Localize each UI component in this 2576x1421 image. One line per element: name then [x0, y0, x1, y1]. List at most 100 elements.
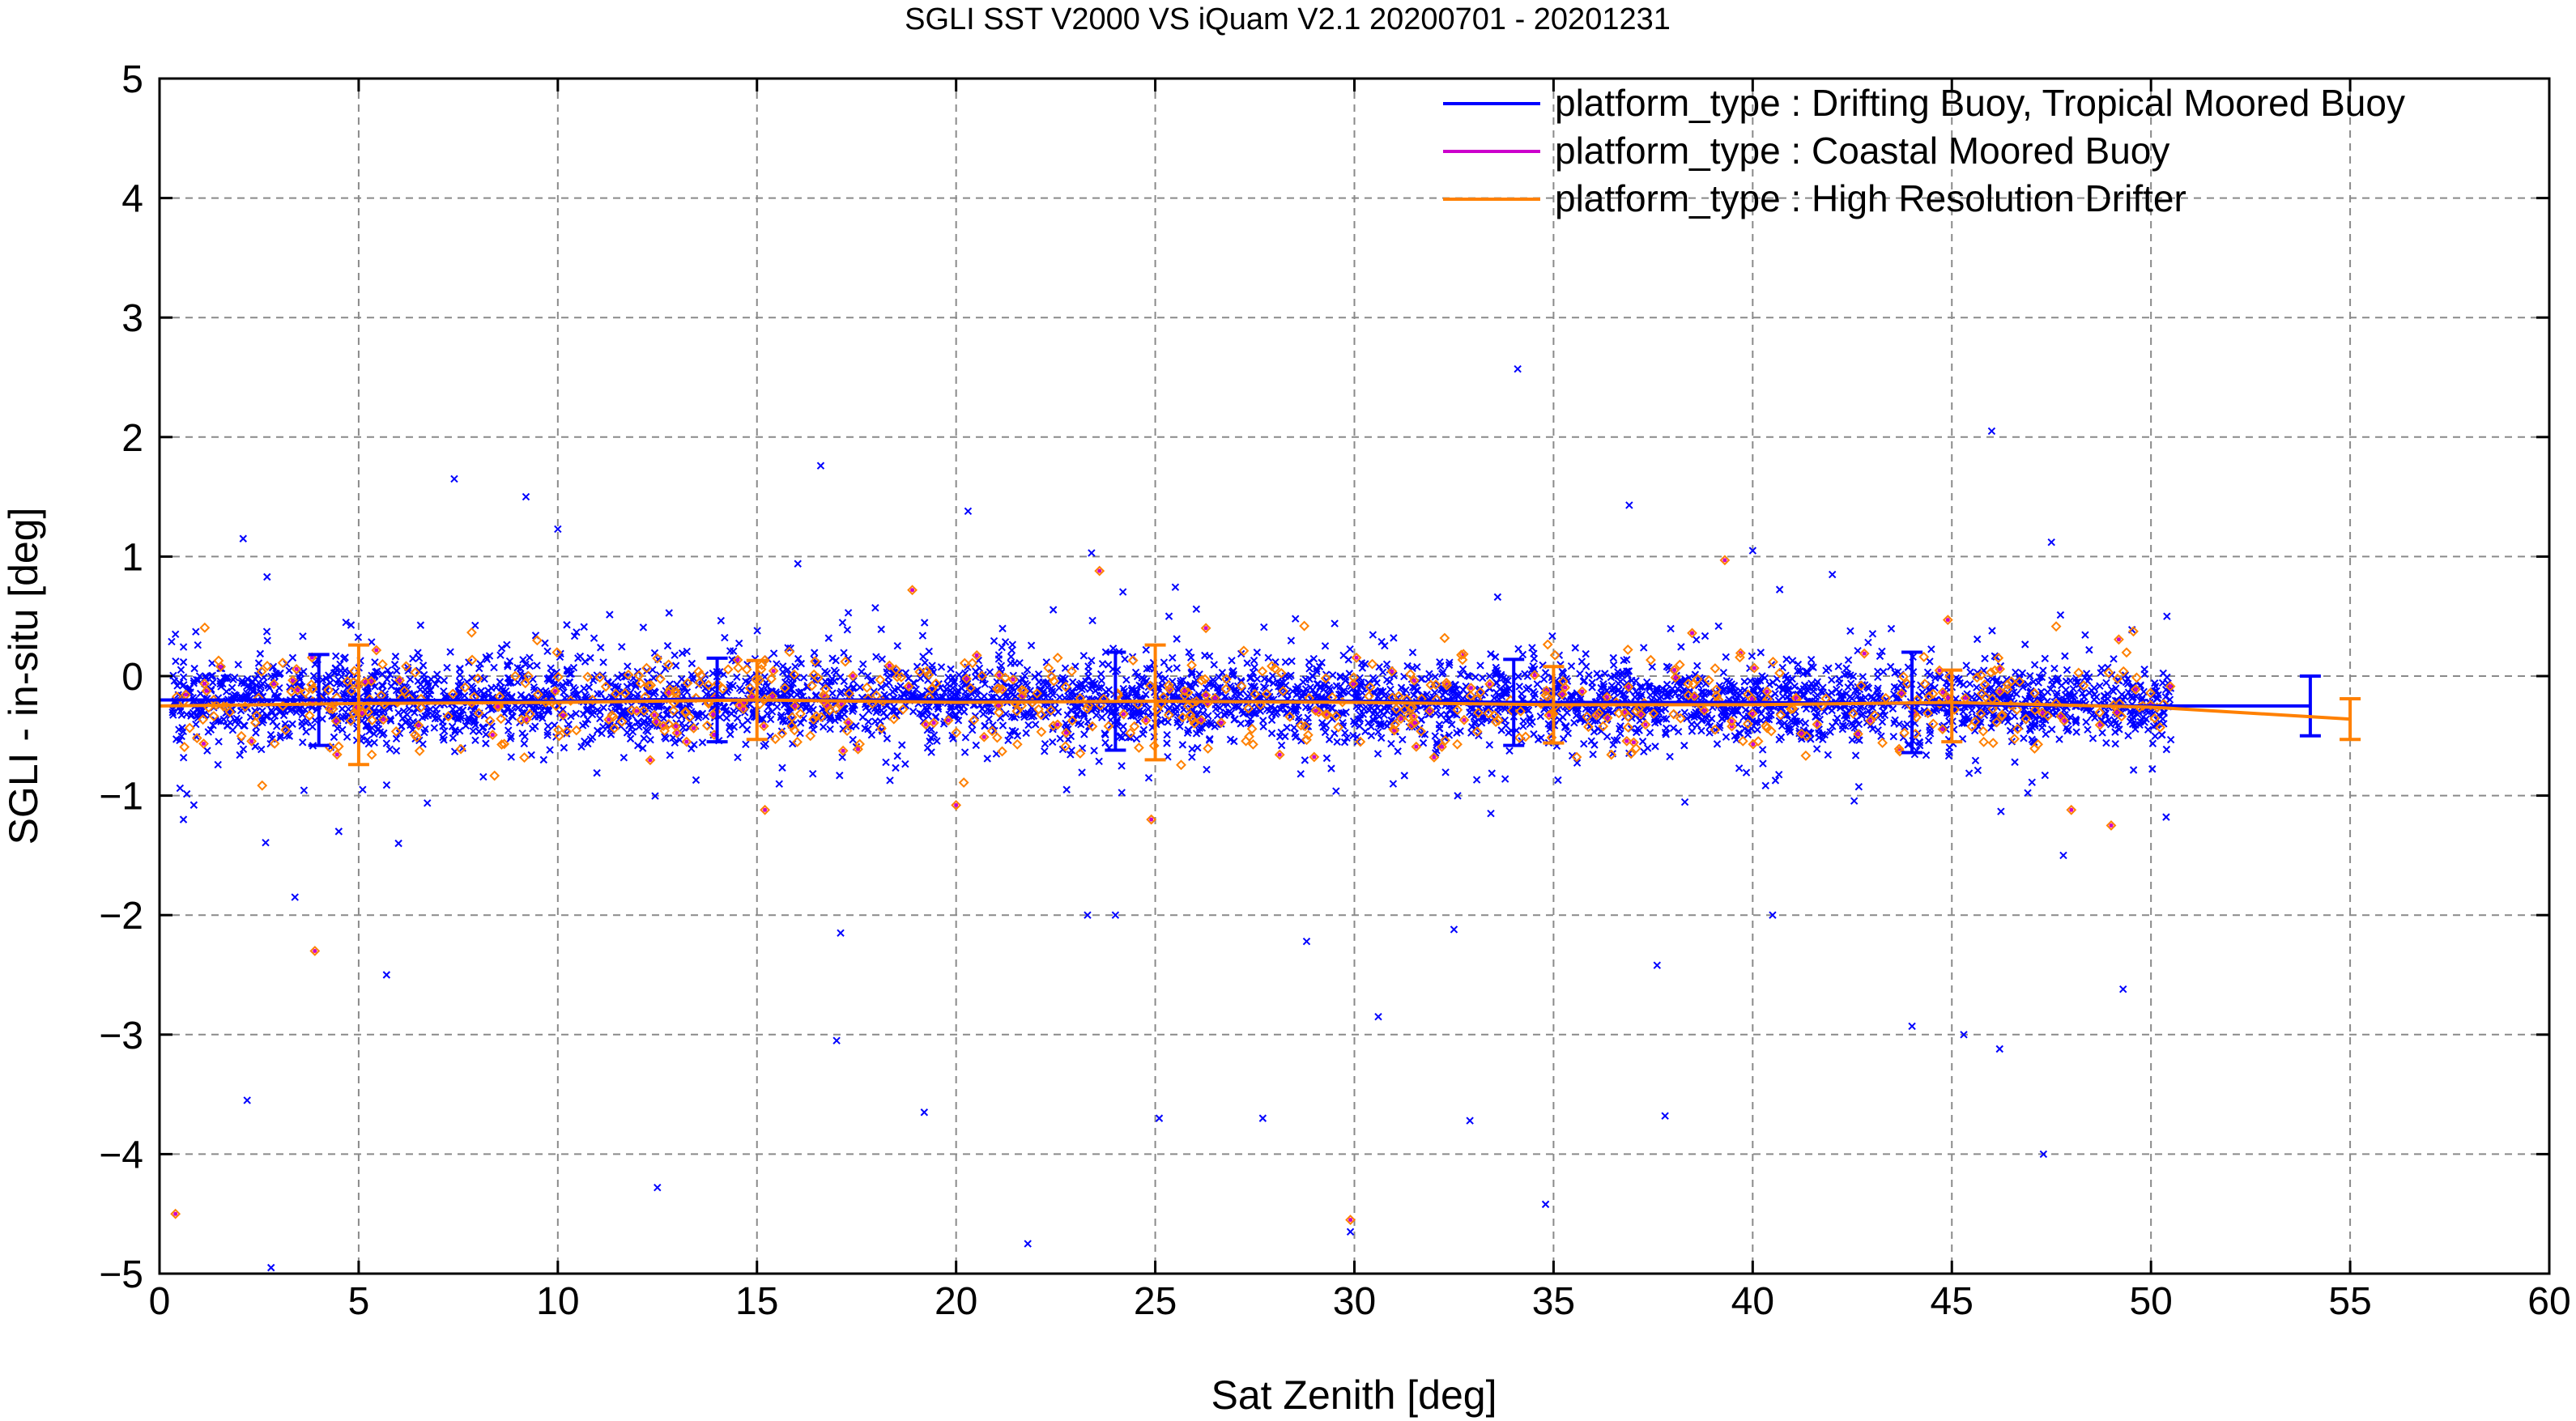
scatter-point-coastal-buoy	[1312, 755, 1317, 759]
scatter-point-drifting-buoy	[1067, 751, 1075, 759]
scatter-point-drifting-buoy	[1648, 662, 1656, 671]
scatter-point-coastal-buoy	[1462, 717, 1467, 722]
scatter-point-drifting-buoy	[1610, 661, 1618, 670]
scatter-point-drifting-buoy	[777, 711, 786, 720]
scatter-point-coastal-buoy	[1411, 678, 1416, 683]
scatter-point-coastal-buoy	[374, 648, 379, 653]
scatter-point-coastal-buoy	[652, 713, 657, 717]
scatter-point-coastal-buoy	[368, 679, 373, 683]
scatter-point-drifting-buoy	[1644, 744, 1652, 752]
scatter-point-drifting-buoy	[468, 674, 476, 683]
scatter-point-drifting-buoy	[990, 636, 998, 645]
scatter-point-drifting-buoy	[626, 734, 635, 743]
scatter-point-drifting-buoy	[393, 666, 401, 675]
scatter-point-coastal-buoy	[1626, 684, 1631, 689]
scatter-point-coastal-buoy	[1945, 696, 1950, 700]
scatter-point-drifting-buoy	[2118, 691, 2126, 699]
scatter-point-drifting-buoy	[1886, 662, 1895, 671]
scatter-point-drifting-buoy	[440, 676, 449, 685]
scatter-point-drifting-buoy	[1981, 654, 1989, 662]
scatter-point-drifting-buoy	[2055, 735, 2063, 743]
scatter-point-drifting-buoy	[1185, 648, 1193, 657]
scatter-point-coastal-buoy	[1815, 722, 1820, 727]
scatter-point-drifting-buoy	[1854, 783, 1863, 791]
scatter-point-drifting-buoy	[2162, 813, 2170, 821]
scatter-point-coastal-buoy	[931, 721, 936, 725]
scatter-point-coastal-buoy	[675, 730, 679, 735]
scatter-point-drifting-buoy	[1194, 743, 1202, 752]
scatter-point-drifting-buoy	[1032, 721, 1040, 729]
scatter-point-drifting-buoy	[517, 691, 526, 700]
scatter-point-drifting-buoy	[1244, 719, 1253, 727]
scatter-point-drifting-buoy	[943, 680, 952, 688]
scatter-point-drifting-buoy	[593, 768, 601, 777]
scatter-point-coastal-buoy	[202, 681, 207, 686]
scatter-point-drifting-buoy	[2140, 687, 2148, 696]
scatter-point-drifting-buoy	[1446, 658, 1454, 666]
scatter-point-drifting-buoy	[441, 727, 449, 735]
scatter-point-drifting-buoy	[2012, 724, 2020, 733]
scatter-point-coastal-buoy	[1855, 732, 1860, 737]
scatter-point-coastal-buoy	[2168, 684, 2173, 689]
scatter-point-drifting-buoy	[1794, 660, 1803, 669]
scatter-point-drifting-buoy	[799, 674, 808, 682]
scatter-point-drifting-buoy	[961, 734, 970, 742]
scatter-point-drifting-buoy	[2166, 735, 2175, 744]
scatter-point-drifting-buoy	[1582, 649, 1590, 658]
scatter-point-drifting-buoy	[1927, 645, 1935, 653]
scatter-point-drifting-buoy	[1118, 588, 1127, 596]
scatter-point-drifting-buoy	[1667, 624, 1675, 633]
scatter-point-drifting-buoy	[1485, 741, 1494, 749]
scatter-point-coastal-buoy	[1314, 708, 1318, 713]
scatter-point-coastal-buoy	[654, 720, 659, 725]
scatter-point-drifting-buoy	[546, 746, 554, 754]
scatter-point-drifting-buoy	[1259, 717, 1267, 725]
scatter-point-drifting-buoy	[517, 708, 526, 717]
scatter-point-drifting-buoy	[639, 623, 648, 632]
scatter-point-coastal-buoy	[735, 657, 740, 662]
scatter-point-drifting-buoy	[734, 753, 742, 762]
scatter-point-drifting-buoy	[918, 632, 927, 640]
scatter-point-drifting-buoy	[2148, 691, 2157, 700]
scatter-point-coastal-buoy	[204, 688, 209, 693]
scatter-point-coastal-buoy	[761, 724, 766, 729]
scatter-point-coastal-buoy	[416, 723, 421, 728]
scatter-point-drifting-buoy	[1807, 679, 1816, 687]
scatter-point-drifting-buoy	[1528, 644, 1536, 652]
scatter-point-drifting-buoy	[2121, 671, 2130, 679]
scatter-point-drifting-buoy	[779, 662, 787, 670]
scatter-point-coastal-buoy	[648, 758, 653, 763]
scatter-point-drifting-buoy	[1846, 627, 1854, 635]
scatter-point-drifting-buoy	[1192, 605, 1201, 614]
scatter-point-drifting-buoy	[598, 671, 607, 679]
scatter-point-drifting-buoy	[893, 752, 901, 760]
scatter-point-coastal-buoy	[1765, 689, 1769, 694]
scatter-point-drifting-buoy	[440, 736, 448, 744]
scatter-point-drifting-buoy	[671, 651, 679, 659]
scatter-point-drifting-buoy	[1098, 713, 1106, 721]
scatter-point-coastal-buoy	[1690, 631, 1695, 636]
scatter-point-drifting-buoy	[480, 674, 488, 683]
scatter-point-drifting-buoy	[1369, 631, 1377, 639]
scatter-point-drifting-buoy	[256, 649, 265, 658]
scatter-point-coastal-buoy	[1702, 708, 1707, 713]
scatter-point-coastal-buoy	[1532, 673, 1537, 678]
scatter-point-coastal-buoy	[2040, 710, 2045, 715]
scatter-point-coastal-buoy	[201, 741, 206, 746]
scatter-point-coastal-buoy	[666, 691, 671, 696]
scatter-point-drifting-buoy	[254, 659, 263, 667]
scatter-point-coastal-buoy	[1751, 742, 1756, 747]
scatter-point-drifting-buoy	[1669, 724, 1678, 732]
scatter-point-drifting-buoy	[1965, 679, 1974, 688]
scatter-point-coastal-buoy	[1440, 744, 1445, 749]
scatter-point-drifting-buoy	[1683, 714, 1691, 723]
scatter-point-coastal-buoy	[2062, 718, 2067, 723]
scatter-point-drifting-buoy	[1851, 687, 1859, 695]
scatter-point-coastal-buoy	[334, 752, 339, 757]
scatter-point-drifting-buoy	[990, 726, 998, 735]
scatter-point-drifting-buoy	[465, 658, 473, 666]
scatter-point-drifting-buoy	[1365, 718, 1373, 727]
scatter-point-drifting-buoy	[570, 632, 579, 640]
scatter-point-drifting-buoy	[179, 753, 188, 762]
scatter-point-coastal-buoy	[294, 666, 299, 671]
